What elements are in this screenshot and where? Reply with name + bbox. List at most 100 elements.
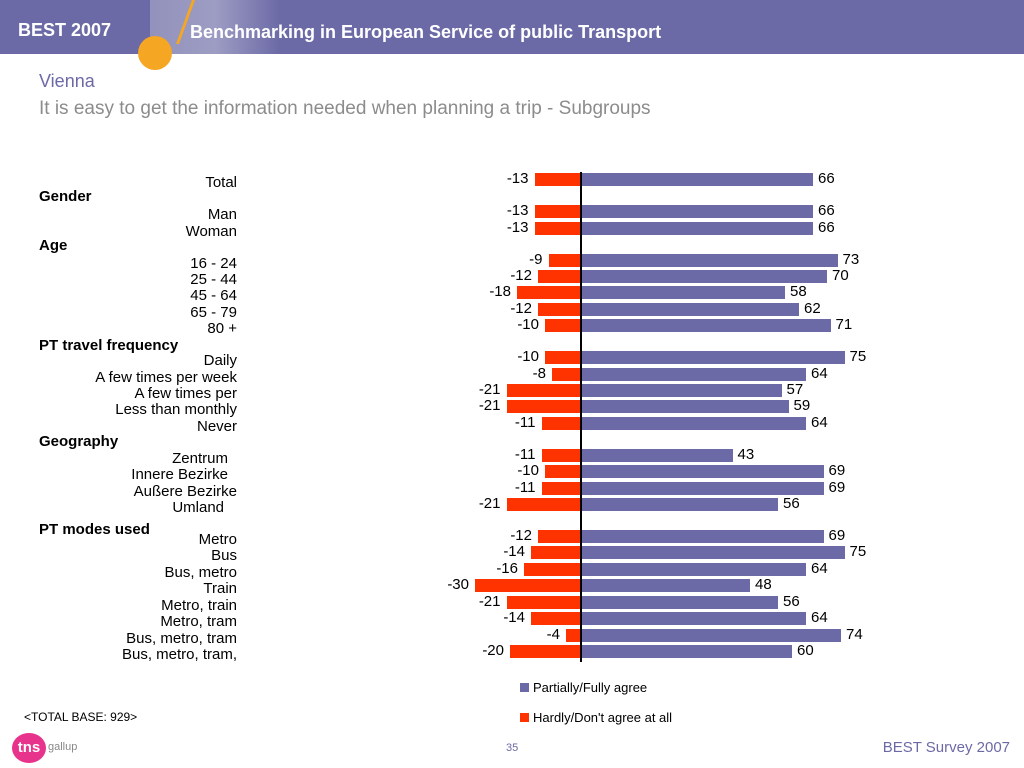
group-label: PT travel frequency	[39, 337, 179, 354]
tns-logo: tns gallup	[12, 731, 92, 767]
legend-item-agree: Partially/Fully agree	[520, 680, 647, 695]
disagree-value-label: -20	[482, 642, 504, 659]
disagree-bar	[545, 319, 580, 332]
disagree-value-label: -10	[517, 316, 539, 333]
disagree-bar	[510, 645, 580, 658]
logo-mark: tns	[12, 733, 46, 763]
disagree-bar	[534, 205, 580, 218]
disagree-bar	[534, 173, 580, 186]
disagree-value-label: -11	[514, 414, 536, 431]
agree-bar	[582, 384, 782, 397]
category-label: Zentrum	[172, 450, 228, 467]
agree-value-label: 69	[828, 527, 846, 544]
disagree-bar	[506, 596, 580, 609]
category-label: 25 - 44	[190, 271, 237, 288]
category-label: Metro, tram	[160, 613, 237, 630]
header-photo	[150, 0, 280, 54]
category-label: Bus	[211, 547, 237, 564]
disagree-bar	[548, 254, 580, 267]
agree-value-label: 58	[790, 283, 807, 300]
category-label: 80 +	[207, 320, 237, 337]
category-label: 65 - 79	[190, 304, 237, 321]
agree-value-label: 64	[811, 365, 828, 382]
disagree-value-label: -12	[510, 300, 532, 317]
disagree-value-label: -12	[510, 267, 532, 284]
agree-value-label: 74	[846, 626, 863, 643]
disagree-value-label: -8	[532, 365, 546, 382]
legend-swatch-disagree	[520, 713, 529, 722]
category-label: A few times per	[134, 385, 237, 402]
footer-label: BEST Survey 2007	[882, 739, 1010, 756]
agree-bar	[582, 319, 831, 332]
total-base-note: <TOTAL BASE: 929>	[24, 710, 138, 724]
disagree-value-label: -11	[514, 446, 536, 463]
header-brand: BEST 2007	[18, 20, 112, 40]
agree-bar	[582, 482, 824, 495]
agree-value-label: 64	[811, 414, 828, 431]
disagree-value-label: -13	[506, 202, 529, 219]
disagree-bar	[552, 368, 580, 381]
agree-value-label: 75	[849, 348, 867, 365]
disagree-bar	[534, 222, 580, 235]
disagree-bar	[538, 270, 580, 283]
disagree-value-label: -14	[503, 609, 525, 626]
category-label: Metro	[198, 531, 237, 548]
category-label: Außere Bezirke	[133, 483, 237, 500]
disagree-bar	[506, 384, 580, 397]
disagree-value-label: -10	[517, 348, 539, 365]
agree-value-label: 56	[783, 495, 800, 512]
agree-bar	[582, 530, 824, 543]
disagree-value-label: -13	[506, 219, 529, 236]
logo-text: gallup	[48, 741, 78, 753]
agree-value-label: 43	[737, 446, 755, 463]
agree-bar	[582, 449, 733, 462]
disagree-value-label: -13	[506, 170, 529, 187]
disagree-bar	[531, 546, 580, 559]
category-label: Total	[205, 174, 237, 191]
agree-value-label: 64	[811, 609, 828, 626]
page-title: Vienna	[39, 71, 95, 91]
legend-swatch-agree	[520, 683, 529, 692]
disagree-bar	[475, 579, 580, 592]
category-label: Never	[196, 418, 237, 435]
category-label: A few times per week	[95, 369, 237, 386]
category-label: Metro, train	[161, 597, 237, 614]
category-label: Bus, metro, tram,	[121, 646, 237, 663]
agree-bar	[582, 629, 841, 642]
agree-bar	[582, 498, 778, 511]
category-label: 16 - 24	[190, 255, 237, 272]
category-label: Innere Bezirke	[131, 466, 228, 483]
agree-bar	[582, 417, 806, 430]
agree-bar	[582, 351, 845, 364]
category-label: Man	[207, 206, 237, 223]
agree-value-label: 73	[842, 251, 860, 268]
disagree-value-label: -4	[546, 626, 560, 643]
group-label: PT modes used	[39, 521, 150, 538]
category-label: Train	[203, 580, 237, 597]
agree-bar	[582, 612, 806, 625]
category-label: Woman	[185, 223, 237, 240]
agree-bar	[582, 303, 799, 316]
agree-bar	[582, 222, 813, 235]
disagree-bar	[531, 612, 580, 625]
agree-value-label: 64	[811, 560, 828, 577]
group-label: Gender	[39, 188, 92, 205]
agree-bar	[582, 270, 827, 283]
agree-bar	[582, 400, 789, 413]
agree-value-label: 66	[818, 219, 835, 236]
legend-label-agree: Partially/Fully agree	[533, 680, 648, 695]
agree-value-label: 60	[797, 642, 814, 659]
disagree-value-label: -18	[489, 283, 511, 300]
disagree-value-label: -21	[478, 593, 501, 610]
agree-bar	[582, 368, 806, 381]
header-bar: BEST 2007 Benchmarking in European Servi…	[0, 0, 1024, 70]
disagree-value-label: -21	[478, 397, 501, 414]
agree-bar	[582, 596, 778, 609]
header-title: Benchmarking in European Service of publ…	[190, 22, 662, 42]
agree-bar	[582, 173, 813, 186]
disagree-value-label: -30	[447, 576, 469, 593]
disagree-value-label: -21	[478, 495, 501, 512]
agree-bar	[582, 205, 813, 218]
header-accent-circle	[138, 36, 172, 70]
disagree-bar	[545, 465, 580, 478]
